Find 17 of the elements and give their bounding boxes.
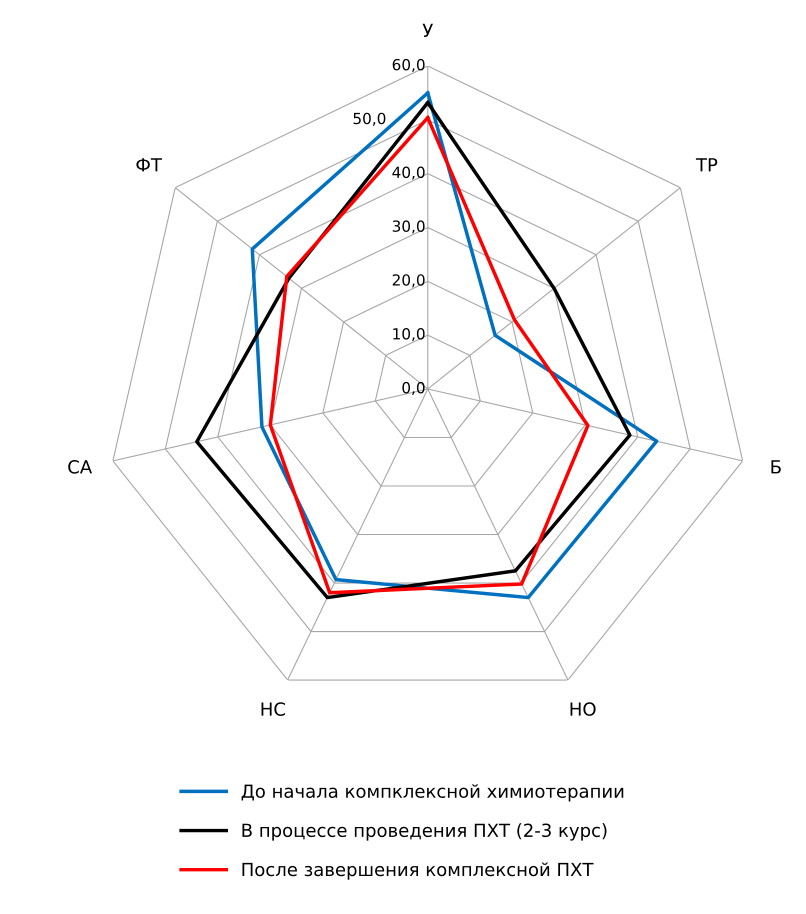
spoke-label: Б (771, 460, 781, 474)
spoke-label: ФТ (136, 158, 162, 172)
y-tick-label: 10,0 (393, 328, 425, 342)
y-tick-label: 60,0 (392, 58, 425, 72)
spoke-label: СА (68, 460, 92, 474)
spoke-label: НО (570, 702, 596, 716)
y-tick-label: 0,0 (402, 382, 425, 395)
spoke-label: У (422, 24, 433, 37)
y-tick-label: 20,0 (392, 274, 425, 288)
y-tick-label: 50,0 (354, 112, 386, 126)
legend-label: До начала компклексной химиотерапии (242, 784, 624, 802)
y-tick-label: 40,0 (392, 166, 425, 180)
legend-label: В процессе проведения ПХТ (2-3 курс) (242, 823, 606, 841)
y-tick-label: 30,0 (392, 220, 425, 234)
spoke-label: НС (262, 702, 285, 716)
spoke-label: ТР (696, 158, 718, 172)
legend-label: После завершения комплексной ПХТ (242, 862, 594, 880)
